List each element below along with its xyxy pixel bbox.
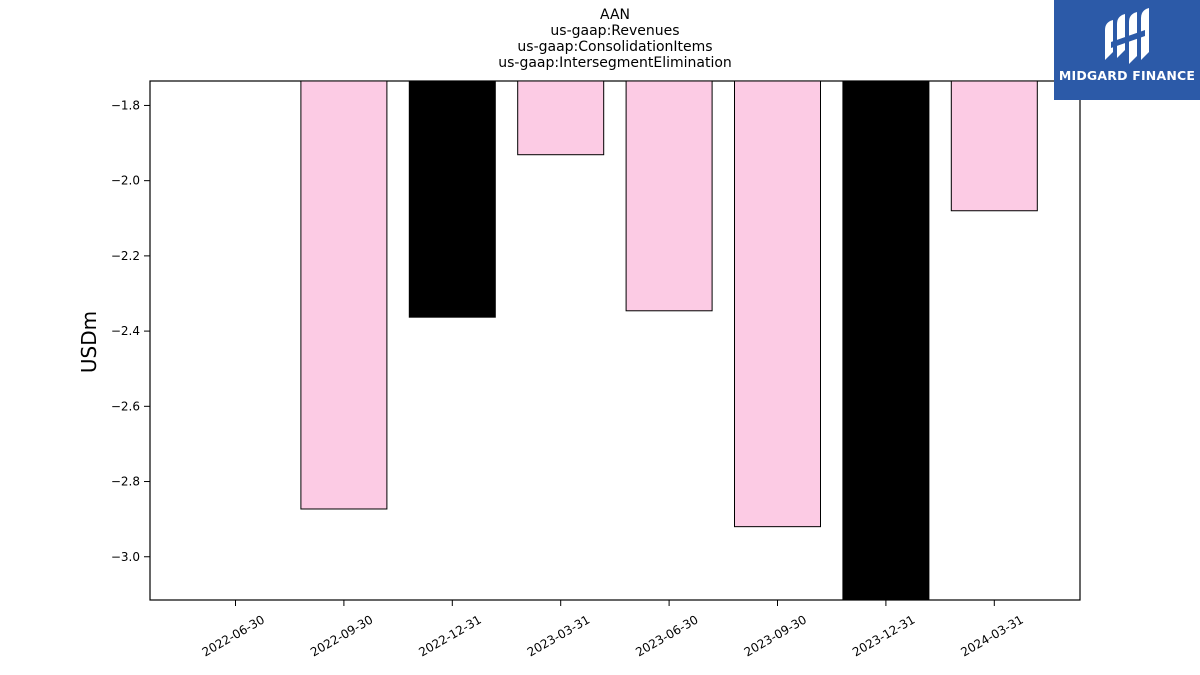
x-tick-label: 2023-03-31: [525, 612, 592, 659]
x-tick-label: 2022-12-31: [416, 612, 483, 659]
x-tick-label: 2022-06-30: [200, 612, 267, 659]
y-axis: −1.8 −2.0 −2.2 −2.4 −2.6 −2.8 −3.0: [111, 98, 150, 564]
x-tick-label: 2024-03-31: [958, 612, 1025, 659]
bar-2023-06-30: [625, 80, 713, 312]
chart-title-line-4: us-gaap:IntersegmentElimination: [498, 55, 732, 71]
bar-2022-09-30: [300, 80, 388, 510]
y-axis-label: USDm: [77, 311, 101, 373]
y-tick-label: −2.4: [111, 324, 140, 338]
y-tick-label: −2.2: [111, 249, 140, 263]
y-tick-label: −2.0: [111, 174, 140, 188]
x-tick-label: 2023-12-31: [850, 612, 917, 659]
y-tick-label: −2.8: [111, 475, 140, 489]
bar-2023-03-31: [517, 80, 605, 156]
chart-title-line-2: us-gaap:Revenues: [550, 23, 680, 39]
bar-2023-12-31: [842, 80, 930, 601]
bar-2023-09-30: [734, 80, 821, 528]
chart-title-line-1: AAN: [599, 7, 631, 23]
bar-2024-03-31: [950, 80, 1038, 212]
midgard-logo-icon: [1105, 8, 1149, 64]
x-axis: 2022-06-30 2022-09-30 2022-12-31 2023-03-31…: [200, 600, 1026, 659]
chart-title-line-3: us-gaap:ConsolidationItems: [517, 39, 713, 55]
brand-logo: MIDGARD FINANCE: [1054, 0, 1200, 100]
y-tick-label: −1.8: [111, 98, 140, 112]
x-tick-label: 2023-09-30: [742, 612, 809, 659]
x-tick-label: 2023-06-30: [633, 612, 700, 659]
plot-area-frame: [149, 80, 1081, 601]
y-tick-label: −2.6: [111, 399, 140, 413]
bar-2022-12-31: [408, 80, 496, 318]
x-tick-label: 2022-09-30: [308, 612, 375, 659]
brand-name: MIDGARD FINANCE: [1058, 68, 1196, 83]
y-tick-label: −3.0: [111, 550, 140, 564]
bars-group: [300, 80, 1038, 601]
